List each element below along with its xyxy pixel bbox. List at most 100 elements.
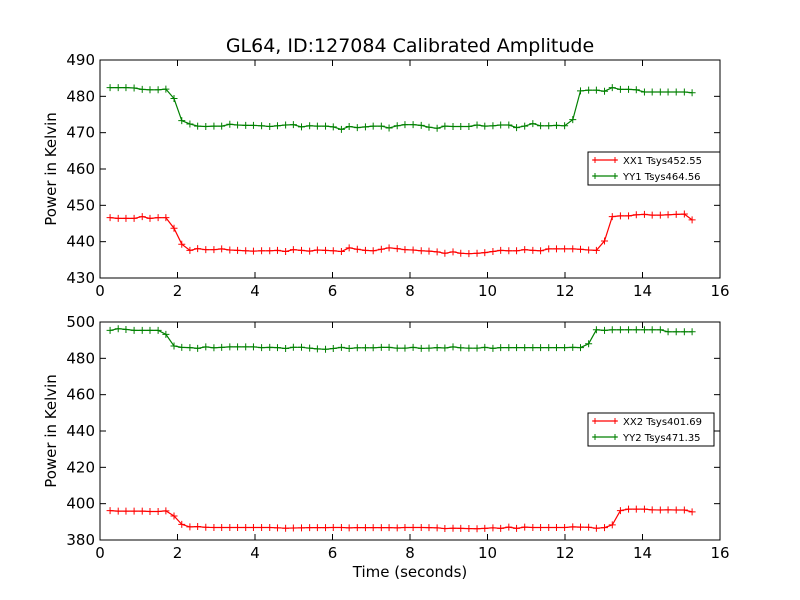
- data-point: [401, 246, 409, 254]
- data-point: [393, 344, 401, 352]
- data-point: [552, 523, 560, 531]
- data-point: [226, 246, 234, 254]
- data-point: [170, 224, 178, 232]
- data-point: [114, 84, 122, 92]
- data-point: [616, 326, 624, 334]
- data-point: [680, 328, 688, 336]
- data-point: [688, 328, 696, 336]
- y-tick-label: 480: [66, 87, 95, 105]
- data-point: [154, 326, 162, 334]
- data-point: [505, 121, 513, 129]
- data-point: [561, 245, 569, 253]
- legend-label: YY1 Tsys464.56: [622, 172, 701, 183]
- data-point: [577, 523, 584, 531]
- data-point: [226, 343, 234, 351]
- data-point: [449, 343, 457, 351]
- legend-marker: [592, 173, 598, 179]
- legend: XX1 Tsys452.55 YY1 Tsys464.56: [587, 151, 721, 186]
- data-point: [601, 237, 609, 245]
- data-point: [529, 523, 537, 531]
- data-point: [266, 523, 274, 531]
- data-point: [306, 344, 314, 352]
- legend-marker: [592, 434, 598, 440]
- data-point: [298, 123, 305, 131]
- data-point: [313, 246, 321, 254]
- data-point: [114, 214, 122, 222]
- data-point: [329, 123, 337, 131]
- data-point: [457, 524, 465, 532]
- data-point: [210, 246, 218, 254]
- legend-label: XX1 Tsys452.55: [623, 156, 702, 167]
- x-tick-label: 8: [405, 544, 415, 562]
- data-point: [242, 343, 250, 351]
- data-point: [273, 524, 281, 532]
- data-point: [513, 524, 521, 532]
- data-point: [545, 122, 553, 130]
- data-point: [345, 244, 353, 252]
- data-point: [537, 122, 545, 130]
- data-point: [122, 84, 130, 92]
- data-point: [194, 344, 202, 352]
- data-point: [146, 214, 154, 222]
- y-tick-label: 440: [66, 422, 95, 440]
- data-point: [577, 245, 584, 253]
- legend-label: YY2 Tsys471.35: [622, 433, 701, 444]
- data-point: [289, 121, 297, 129]
- data-point: [218, 122, 226, 130]
- data-point: [106, 84, 114, 92]
- y-tick-label: 450: [66, 196, 95, 214]
- data-point: [154, 507, 162, 515]
- data-point: [210, 344, 218, 352]
- data-point: [537, 344, 545, 352]
- data-point: [273, 344, 281, 352]
- data-point: [258, 247, 266, 255]
- bottom-panel: 0 2 4 6 8 10 12 14 16 380 400 420 440 460 480 500 Power …: [42, 313, 730, 581]
- legend-label: XX2 Tsys401.69: [623, 417, 702, 428]
- legend-marker: [592, 418, 598, 424]
- x-tick-label: 0: [95, 544, 105, 562]
- data-point: [130, 507, 138, 515]
- data-point: [226, 523, 234, 531]
- data-point: [608, 521, 616, 529]
- data-point: [688, 89, 696, 97]
- data-point: [345, 524, 353, 532]
- data-point: [266, 247, 274, 255]
- data-point: [449, 524, 457, 532]
- data-point: [632, 86, 640, 94]
- data-point: [497, 524, 505, 532]
- data-point: [353, 524, 361, 532]
- data-point: [473, 525, 481, 533]
- series-0: [106, 505, 696, 533]
- data-point: [322, 524, 330, 532]
- data-point: [664, 506, 672, 514]
- data-point: [625, 85, 633, 93]
- data-point: [552, 121, 560, 129]
- data-point: [465, 250, 473, 258]
- data-point: [194, 523, 202, 531]
- data-point: [114, 325, 122, 333]
- top-panel: 0 2 4 6 8 10 12 14 16 430 440 450 460 470 480 490 Power …: [42, 51, 730, 300]
- data-point: [218, 523, 226, 531]
- data-point: [680, 210, 688, 218]
- data-point: [194, 122, 202, 130]
- data-point: [130, 84, 138, 92]
- data-point: [489, 524, 497, 532]
- data-point: [122, 507, 130, 515]
- data-point: [585, 246, 593, 254]
- data-point: [425, 123, 433, 131]
- data-point: [592, 86, 600, 94]
- data-point: [114, 507, 122, 515]
- data-point: [441, 249, 449, 257]
- data-point: [625, 326, 633, 334]
- data-point: [298, 524, 305, 532]
- data-point: [282, 247, 290, 255]
- data-point: [249, 523, 257, 531]
- data-point: [146, 507, 154, 515]
- data-point: [162, 507, 170, 515]
- data-point: [170, 512, 178, 520]
- data-point: [106, 326, 114, 334]
- x-tick-label: 4: [250, 544, 260, 562]
- data-point: [289, 246, 297, 254]
- data-point: [481, 524, 489, 532]
